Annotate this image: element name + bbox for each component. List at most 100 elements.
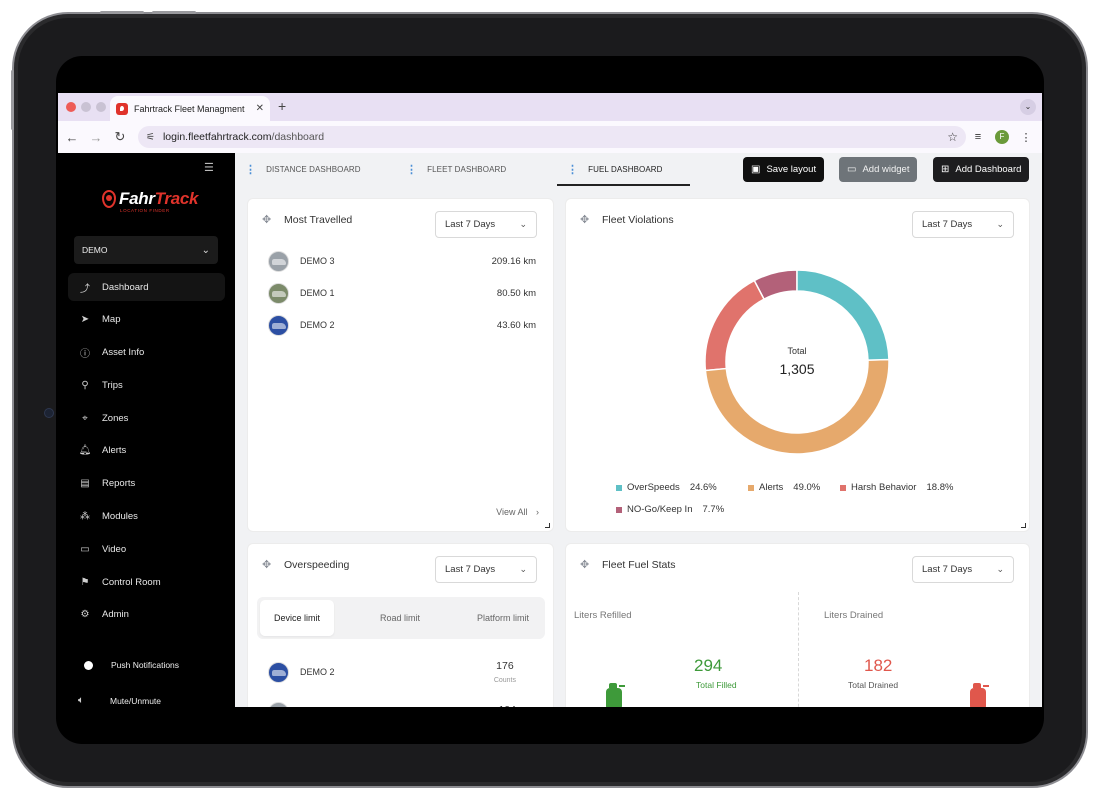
gear-icon: ⚙ (80, 609, 90, 621)
close-window-button[interactable] (66, 102, 76, 112)
media-control-icon[interactable]: ≡ (974, 131, 982, 143)
vehicle-name: DEMO 2 (300, 667, 335, 677)
fahrtrack-logo: Fahr Track (102, 189, 199, 209)
sidebar-item-video[interactable]: ▭ Video (68, 535, 225, 563)
donut-slice-harsh-behavior[interactable] (704, 279, 766, 372)
sidebar-item-alerts[interactable]: 🔔︎ Alerts (68, 437, 225, 465)
url-input[interactable]: ⚟ login.fleetfahrtrack.com/dashboard ☆ (138, 126, 966, 148)
sidebar-item-map[interactable]: ➤ Map (68, 306, 225, 334)
overspeed-count: 104 (498, 704, 516, 708)
map-icon: ➤ (80, 314, 90, 326)
drag-handle-icon[interactable]: ✥ (262, 559, 272, 571)
card-header: ✥ Overspeeding (262, 558, 349, 572)
push-notifications-label: Push Notifications (111, 660, 180, 670)
browser-menu-icon[interactable]: ⋮ (1020, 131, 1032, 144)
new-tab-button[interactable]: + (278, 98, 287, 114)
date-range-select[interactable]: Last 7 Days ⌄ (912, 556, 1014, 583)
info-icon: ⓘ (80, 349, 90, 361)
list-item[interactable]: 104 (268, 698, 536, 707)
dashboard-icon: ⤴ (80, 283, 90, 295)
drag-handle-icon[interactable]: ✥ (580, 559, 590, 571)
tab-fuel-dashboard[interactable]: ⋮ FUEL DASHBOARD (567, 163, 663, 176)
drag-handle-icon[interactable]: ✥ (262, 214, 272, 226)
chevron-down-icon: ⌄ (519, 219, 527, 229)
tab-distance-dashboard[interactable]: ⋮ DISTANCE DASHBOARD (245, 163, 361, 176)
sidebar-item-dashboard[interactable]: ⤴ Dashboard (68, 273, 225, 301)
sidebar-item-reports[interactable]: ▤ Reports (68, 470, 225, 498)
sidebar-item-zones[interactable]: ⌖ Zones (68, 404, 225, 432)
donut-slice-overspeeds[interactable] (796, 269, 890, 361)
date-range-select[interactable]: Last 7 Days ⌄ (435, 556, 537, 583)
resize-handle[interactable] (1021, 523, 1026, 528)
drag-handle-icon[interactable]: ✥ (580, 214, 590, 226)
legend-item[interactable]: Harsh Behavior 18.8% (840, 482, 953, 493)
list-item[interactable]: DEMO 2 176 Counts (268, 658, 536, 686)
browser-tab[interactable]: Fahrtrack Fleet Managment ✕ (110, 96, 270, 121)
total-filled-label: Total Filled (696, 680, 737, 690)
logo-word-1: Fahr (119, 189, 155, 208)
collapse-sidebar-icon[interactable]: ☰ (204, 162, 214, 174)
card-title: Fleet Violations (602, 213, 674, 226)
list-item[interactable]: DEMO 2 43.60 km (268, 313, 536, 337)
kebab-icon[interactable]: ⋮ (406, 164, 418, 176)
fuel-refill-icon (606, 683, 625, 707)
floppy-disk-icon: ▣ (751, 164, 761, 175)
reload-icon[interactable]: ↻ (114, 129, 126, 144)
control-room-icon: ⚑ (80, 576, 90, 588)
tablet-button (152, 11, 196, 14)
sidebar-item-asset-info[interactable]: ⓘ Asset Info (68, 339, 225, 367)
browser-window: Fahrtrack Fleet Managment ✕ + ⌄ ← → ↻ ⚟ … (58, 93, 1042, 707)
location-pin-icon (102, 190, 116, 208)
fuel-drain-icon (970, 683, 989, 707)
column-divider (798, 592, 799, 707)
sidebar-item-admin[interactable]: ⚙ Admin (68, 601, 225, 629)
sidebar-item-label: Control Room (102, 576, 161, 588)
organization-value: DEMO (82, 245, 108, 255)
tab-search-button[interactable]: ⌄ (1020, 99, 1036, 115)
legend-label: Harsh Behavior (851, 482, 917, 493)
vehicle-name: DEMO 3 (300, 256, 335, 266)
date-range-select[interactable]: Last 7 Days ⌄ (912, 211, 1014, 238)
tab-fleet-dashboard[interactable]: ⋮ FLEET DASHBOARD (406, 163, 506, 176)
sidebar-item-control-room[interactable]: ⚑ Control Room (68, 568, 225, 596)
date-range-select[interactable]: Last 7 Days ⌄ (435, 211, 537, 238)
platform-limit-option[interactable]: Platform limit (477, 612, 530, 623)
legend-label: Alerts (759, 482, 784, 493)
mute-toggle[interactable]: 🔈︎ Mute/Unmute (78, 695, 161, 706)
save-layout-button[interactable]: ▣ Save layout (743, 157, 825, 182)
chevron-down-icon: ⌄ (201, 244, 210, 256)
profile-avatar[interactable]: F (995, 130, 1009, 144)
back-icon[interactable]: ← (65, 129, 79, 145)
violations-donut-chart: Total 1,305 (704, 269, 890, 455)
site-info-icon[interactable]: ⚟ (146, 131, 155, 143)
legend-item[interactable]: NO-Go/Keep In 7.7% (616, 504, 724, 515)
bookmark-star-icon[interactable]: ☆ (947, 130, 958, 144)
organization-select[interactable]: DEMO ⌄ (74, 236, 218, 264)
forward-icon[interactable]: → (89, 129, 103, 145)
view-all-link[interactable]: View All › (496, 507, 539, 517)
minimize-window-button[interactable] (81, 102, 91, 112)
trips-icon: ⚲ (81, 379, 89, 391)
sidebar-item-trips[interactable]: ⚲ Trips (68, 371, 225, 399)
kebab-icon[interactable]: ⋮ (567, 164, 579, 176)
road-limit-option[interactable]: Road limit (379, 612, 420, 623)
close-tab-icon[interactable]: ✕ (255, 103, 264, 114)
sidebar-item-modules[interactable]: ⁂ Modules (68, 503, 225, 531)
add-dashboard-button[interactable]: ⊞ Add Dashboard (933, 157, 1030, 182)
liters-drained-value: 182 (864, 656, 893, 675)
grid-plus-icon: ⊞ (941, 164, 950, 175)
legend-item[interactable]: OverSpeeds 24.6% (616, 482, 717, 493)
maximize-window-button[interactable] (96, 102, 106, 112)
add-widget-button[interactable]: ▭ Add widget (839, 157, 918, 182)
donut-slice-alerts[interactable] (704, 358, 890, 455)
kebab-icon[interactable]: ⋮ (245, 164, 257, 176)
list-item[interactable]: DEMO 3 209.16 km (268, 249, 536, 273)
push-notifications-toggle[interactable]: Push Notifications (84, 660, 179, 670)
sidebar: ☰ Fahr Track LOCATION FINDER DEMO ⌄ ⤴ Dash… (58, 153, 235, 707)
legend-item[interactable]: Alerts 49.0% (748, 482, 820, 493)
resize-handle[interactable] (545, 523, 550, 528)
sidebar-item-label: Admin (102, 609, 129, 621)
liters-drained-label: Liters Drained (824, 610, 884, 621)
device-limit-option[interactable]: Device limit (260, 600, 334, 636)
list-item[interactable]: DEMO 1 80.50 km (268, 281, 536, 305)
